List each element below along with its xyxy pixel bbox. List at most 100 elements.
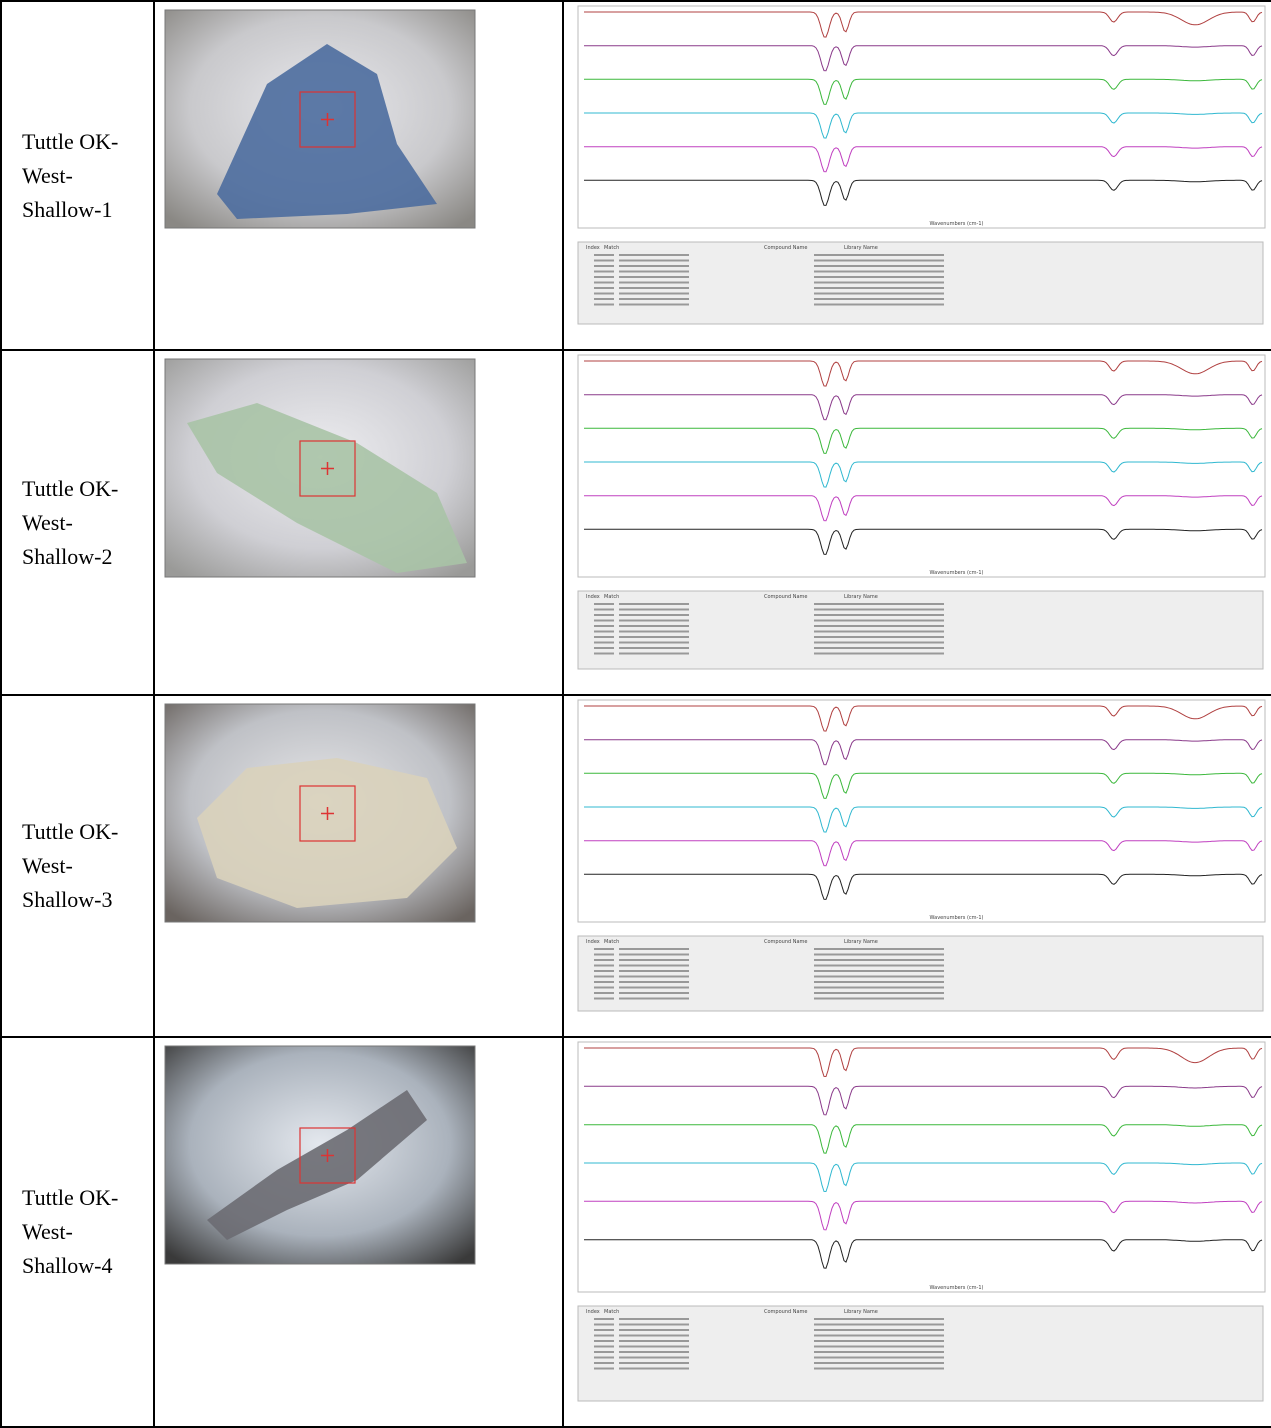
results-line <box>814 636 944 638</box>
spectrum-trace <box>584 873 1263 900</box>
results-line <box>594 997 614 1000</box>
results-line <box>619 1334 689 1337</box>
spectrum-trace <box>584 739 1263 766</box>
results-line <box>619 986 689 989</box>
results-line <box>814 948 944 950</box>
results-line <box>814 1329 944 1331</box>
results-line <box>814 630 816 633</box>
spectrum-trace <box>584 705 1263 732</box>
crosshair <box>321 462 334 475</box>
crosshair <box>321 1149 334 1162</box>
spectrum-trace <box>584 528 1263 555</box>
results-line <box>814 1334 944 1337</box>
aperture <box>299 91 356 148</box>
results-line <box>814 986 944 989</box>
results-line <box>814 997 816 1000</box>
results-table <box>577 935 1264 1012</box>
results-header: Index <box>586 245 600 251</box>
spectrum-trace <box>584 1047 1263 1078</box>
x-axis-label: Wavenumbers (cm-1) <box>930 221 984 227</box>
plot-frame <box>577 699 1266 923</box>
spectrum-trace <box>584 1085 1263 1116</box>
crosshair <box>321 807 334 820</box>
results-line <box>619 997 689 1000</box>
axis-frame <box>164 1045 476 1265</box>
results-header: Match <box>604 1309 619 1315</box>
results-line <box>814 1351 816 1353</box>
results-line <box>814 964 816 967</box>
label-cell: Tuttle OK-West-Shallow-4 <box>0 1036 155 1428</box>
spectrum-cell: Wavenumbers (cm-1) Index Match Compound Nam… <box>562 0 1271 351</box>
results-line <box>814 292 816 295</box>
micrograph <box>164 1045 476 1265</box>
results-line <box>814 276 816 278</box>
plot-frame <box>577 354 1266 578</box>
axis-frame <box>164 358 476 578</box>
results-line <box>619 298 689 300</box>
results-line <box>814 1323 944 1326</box>
results-line <box>594 259 614 262</box>
results-line <box>594 270 614 273</box>
results-line <box>619 1329 689 1331</box>
results-line <box>814 630 944 633</box>
results-line <box>814 614 944 616</box>
sample-label: Tuttle OK-West-Shallow-2 <box>22 475 119 569</box>
results-line <box>814 1345 944 1348</box>
results-header: Compound Name <box>764 939 808 945</box>
spectrum-trace <box>584 1239 1263 1269</box>
results-line <box>594 652 614 655</box>
results-line <box>619 287 689 289</box>
spectrum-trace <box>584 360 1263 387</box>
results-line <box>594 1356 614 1359</box>
results-line <box>619 1362 689 1364</box>
results-line <box>814 1362 816 1364</box>
spectrum-panel: Wavenumbers (cm-1) Index Match Compound Nam… <box>577 5 1266 325</box>
results-line <box>814 641 816 644</box>
x-axis-label: Wavenumbers (cm-1) <box>930 915 984 921</box>
spectrum-trace <box>584 806 1263 833</box>
results-line <box>814 625 816 627</box>
results-line <box>814 603 944 605</box>
spectrum-trace <box>584 840 1263 867</box>
results-line <box>619 1318 689 1320</box>
results-line <box>814 270 944 273</box>
sample-row: Tuttle OK-West-Shallow-4 Wavenumbers (cm-… <box>0 1036 1271 1428</box>
results-line <box>619 265 689 267</box>
x-axis-label: Wavenumbers (cm-1) <box>930 570 984 576</box>
results-line <box>619 964 689 967</box>
crosshair <box>321 113 334 126</box>
spectrum-trace <box>584 495 1263 522</box>
results-header: Library Name <box>844 594 878 600</box>
results-line <box>814 641 944 644</box>
results-line <box>594 630 614 633</box>
results-line <box>619 281 689 284</box>
results-line <box>619 603 689 605</box>
results-line <box>814 948 816 950</box>
results-line <box>594 641 614 644</box>
results-line <box>594 1351 614 1353</box>
image-cell <box>153 694 564 1038</box>
results-line <box>594 625 614 627</box>
axis-frame <box>164 703 476 923</box>
results-line <box>814 292 944 295</box>
results-line <box>814 997 944 1000</box>
results-header: Match <box>604 245 619 251</box>
results-line <box>814 953 816 956</box>
results-line <box>814 970 944 972</box>
results-line <box>594 647 614 649</box>
results-line <box>814 1329 816 1331</box>
results-line <box>814 636 816 638</box>
aperture <box>299 785 356 842</box>
results-line <box>814 281 944 284</box>
results-line <box>594 265 614 267</box>
sample-row: Tuttle OK-West-Shallow-2 Wavenumbers (cm-… <box>0 349 1271 696</box>
results-line <box>814 259 816 262</box>
image-cell <box>153 1036 564 1428</box>
results-line <box>619 1356 689 1359</box>
particle <box>217 44 437 219</box>
results-line <box>619 1340 689 1342</box>
results-line <box>594 287 614 289</box>
results-line <box>814 981 944 983</box>
results-header: Index <box>586 1309 600 1315</box>
